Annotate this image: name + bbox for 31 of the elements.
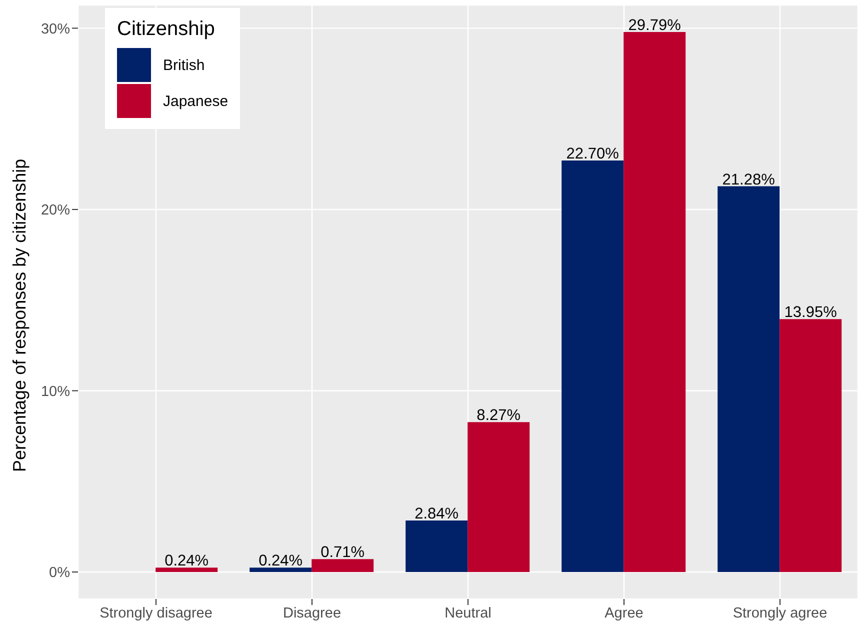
legend-label: Japanese <box>163 92 228 110</box>
legend-title: Citizenship <box>117 18 216 41</box>
data-label: 0.24% <box>258 552 303 570</box>
bar <box>624 32 686 572</box>
data-label: 13.95% <box>784 304 838 322</box>
bar <box>780 319 842 572</box>
data-label: 0.71% <box>320 544 365 562</box>
data-label: 0.24% <box>164 552 209 570</box>
y-tick-label: 0% <box>49 565 70 582</box>
y-tick-label: 20% <box>40 202 70 219</box>
bar <box>406 520 468 572</box>
bar <box>718 186 780 572</box>
data-label: 21.28% <box>722 171 776 188</box>
legend-label: British <box>163 56 205 74</box>
x-tick-label: Strongly disagree <box>100 605 212 622</box>
bar <box>468 422 530 572</box>
y-tick-label: 30% <box>40 21 70 38</box>
x-tick-label: Agree <box>604 605 644 622</box>
x-tick-label: Neutral <box>444 605 492 622</box>
bar <box>156 568 218 572</box>
data-label: 22.70% <box>566 146 620 163</box>
bar <box>250 568 312 572</box>
y-axis-title: Percentage of responses by citizenship <box>9 158 30 472</box>
y-tick-label: 10% <box>40 384 70 400</box>
data-label: 2.84% <box>414 506 459 523</box>
data-label: 8.27% <box>476 407 521 424</box>
x-tick-label: Disagree <box>282 605 342 622</box>
data-label: 29.79% <box>628 17 682 34</box>
bar <box>562 160 624 572</box>
bar <box>312 559 374 572</box>
x-tick-label: Strongly agree <box>732 605 828 622</box>
